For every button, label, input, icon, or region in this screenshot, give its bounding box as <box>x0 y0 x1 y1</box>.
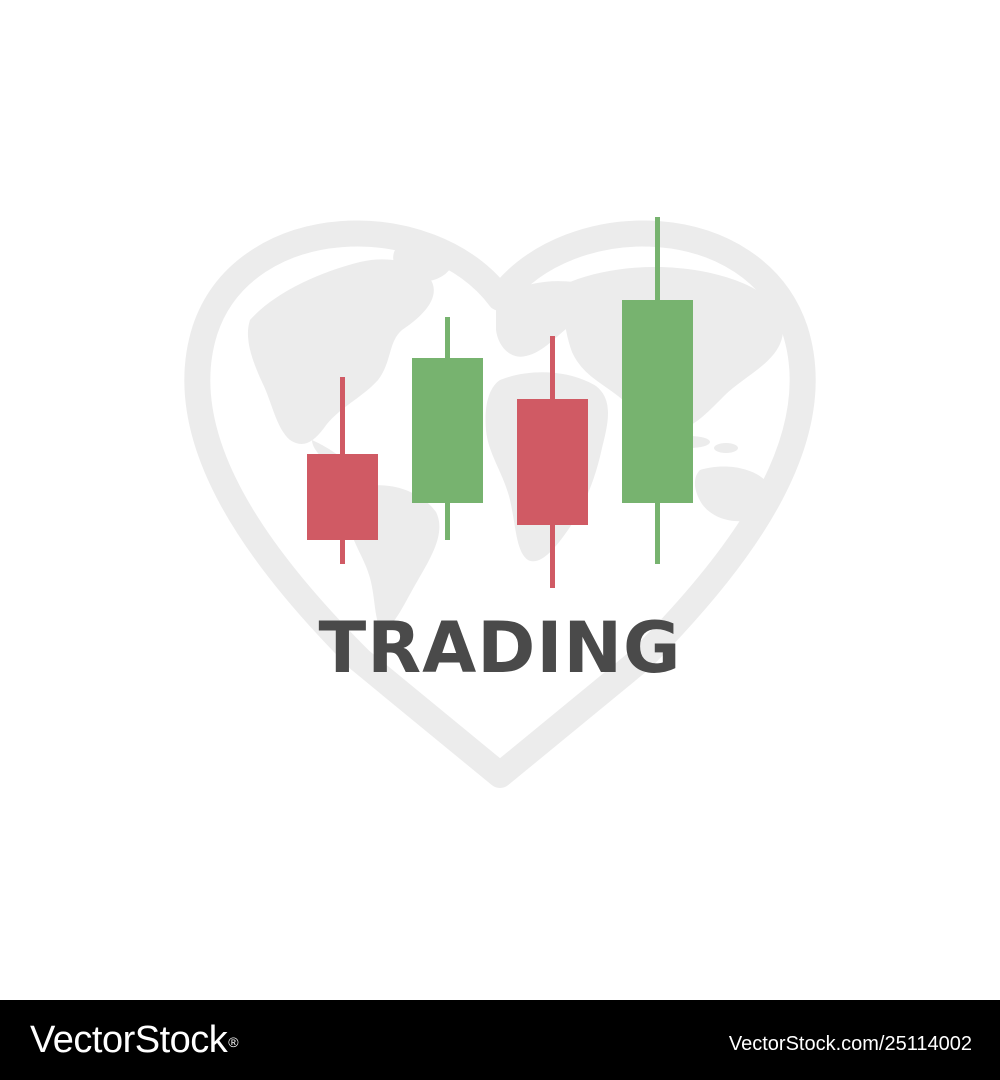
candlestick-4 <box>622 217 693 564</box>
candlestick-3 <box>517 336 588 588</box>
trading-logo-graphic <box>184 217 816 788</box>
registered-mark: ® <box>228 1034 239 1050</box>
candle-2-body <box>412 358 483 503</box>
candlestick-2 <box>412 317 483 540</box>
heart-outline-icon <box>184 220 816 788</box>
vectorstock-brand: VectorStock® <box>30 1018 239 1062</box>
brand-name: VectorStock <box>30 1019 228 1061</box>
watermark-footer: VectorStock® VectorStock.com/25114002 <box>0 1000 1000 1080</box>
candlestick-1 <box>307 377 378 564</box>
candle-1-body <box>307 454 378 540</box>
logo-wordmark: TRADING <box>318 607 682 689</box>
candle-4-body <box>622 300 693 503</box>
logo-artwork: TRADING <box>184 217 816 788</box>
candle-3-body <box>517 399 588 525</box>
image-reference: VectorStock.com/25114002 <box>728 1033 972 1055</box>
